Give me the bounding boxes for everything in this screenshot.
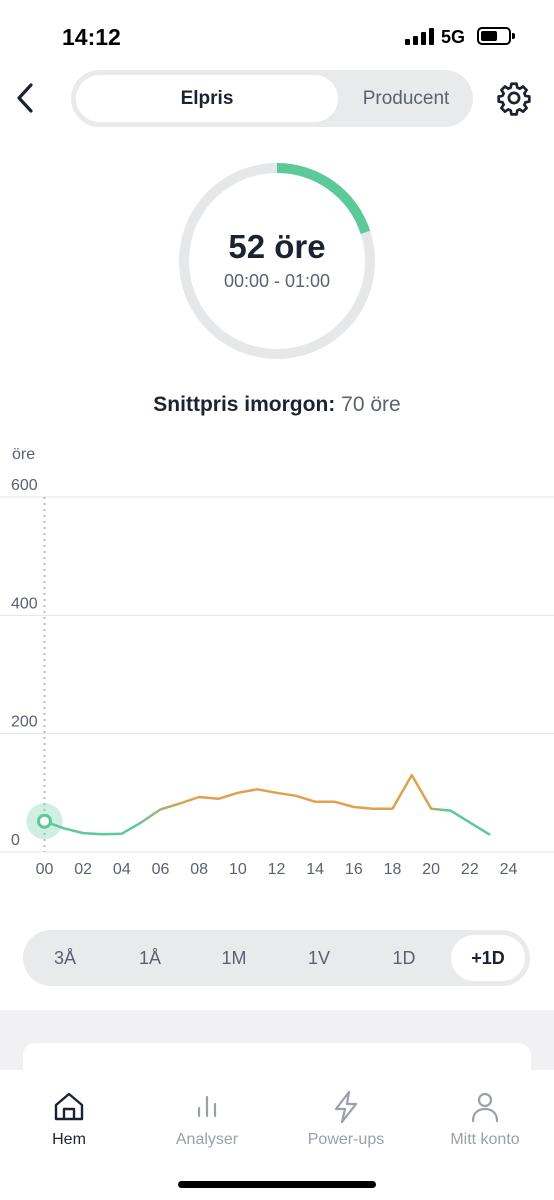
x-tick-label: 02 xyxy=(74,861,92,878)
network-type: 5G xyxy=(441,27,466,47)
range-tab-1d[interactable]: 1D xyxy=(392,947,416,968)
nav-power-ups[interactable]: Power-ups xyxy=(277,1089,415,1149)
nav-home-label: Hem xyxy=(52,1131,86,1148)
range-tab-3y[interactable]: 3Å xyxy=(53,947,77,968)
home-indicator xyxy=(178,1181,376,1188)
range-tab-1w[interactable]: 1V xyxy=(307,947,331,968)
x-tick-label: 10 xyxy=(229,861,247,878)
tab-producent[interactable]: Producent xyxy=(362,87,450,109)
average-price: Snittpris imorgon: 70 öre xyxy=(0,393,554,417)
nav-account-label: Mitt konto xyxy=(450,1131,520,1148)
price-chart[interactable]: öre 0 200 400 600 00 02 04 06 08 10 12 14 16 18 20 22 24 xyxy=(0,440,554,880)
average-price-value: 70 öre xyxy=(341,393,401,416)
nav-analyser-label: Analyser xyxy=(175,1131,239,1148)
x-tick-label: 04 xyxy=(113,861,131,878)
view-toggle: Elpris Producent xyxy=(71,70,473,127)
gear-icon xyxy=(497,82,531,116)
current-time-range: 00:00 - 01:00 xyxy=(223,271,331,291)
x-tick-label: 22 xyxy=(461,861,479,878)
bottom-navigation: Hem Analyser Power-ups Mitt konto xyxy=(0,1071,554,1200)
y-axis-unit: öre xyxy=(12,446,35,463)
signal-icon xyxy=(405,28,435,45)
person-icon xyxy=(471,1092,499,1123)
nav-home[interactable]: Hem xyxy=(0,1089,138,1149)
gauge-progress xyxy=(276,163,371,234)
x-tick-label: 12 xyxy=(268,861,286,878)
status-time: 14:12 xyxy=(62,24,121,50)
bar-chart-icon xyxy=(197,1095,217,1118)
x-tick-label: 06 xyxy=(152,861,170,878)
time-range-selector: 3Å 1Å 1M 1V 1D +1D xyxy=(23,930,530,986)
y-tick-label: 600 xyxy=(11,477,38,494)
settings-button[interactable] xyxy=(494,78,534,118)
gauge-track xyxy=(179,163,375,359)
average-price-label: Snittpris imorgon: xyxy=(153,393,336,416)
back-button[interactable] xyxy=(8,78,42,118)
range-tab-1m[interactable]: 1M xyxy=(221,947,247,968)
home-icon xyxy=(54,1092,84,1121)
y-tick-label: 200 xyxy=(11,714,38,731)
nav-account[interactable]: Mitt konto xyxy=(416,1089,554,1149)
x-tick-label: 14 xyxy=(306,861,324,878)
status-bar: 14:12 5G xyxy=(0,0,554,70)
nav-analyser[interactable]: Analyser xyxy=(138,1089,276,1149)
range-tab-plus-1d[interactable]: +1D xyxy=(451,935,525,981)
x-tick-label: 00 xyxy=(36,861,54,878)
x-tick-label: 20 xyxy=(422,861,440,878)
lightning-icon xyxy=(334,1090,358,1124)
y-tick-label: 400 xyxy=(11,595,38,612)
x-tick-label: 16 xyxy=(345,861,363,878)
current-hour-marker xyxy=(37,813,52,829)
chevron-left-icon xyxy=(17,83,33,113)
price-gauge xyxy=(179,163,375,359)
nav-power-ups-label: Power-ups xyxy=(307,1131,385,1148)
range-tab-1y[interactable]: 1Å xyxy=(138,947,162,968)
current-price: 52 öre xyxy=(228,228,326,265)
x-tick-label: 18 xyxy=(384,861,402,878)
battery-icon xyxy=(477,27,515,45)
tab-elpris[interactable]: Elpris xyxy=(76,75,338,122)
y-tick-label: 0 xyxy=(11,832,20,849)
x-tick-label: 24 xyxy=(500,861,518,878)
x-tick-label: 08 xyxy=(190,861,208,878)
price-line xyxy=(43,773,491,836)
